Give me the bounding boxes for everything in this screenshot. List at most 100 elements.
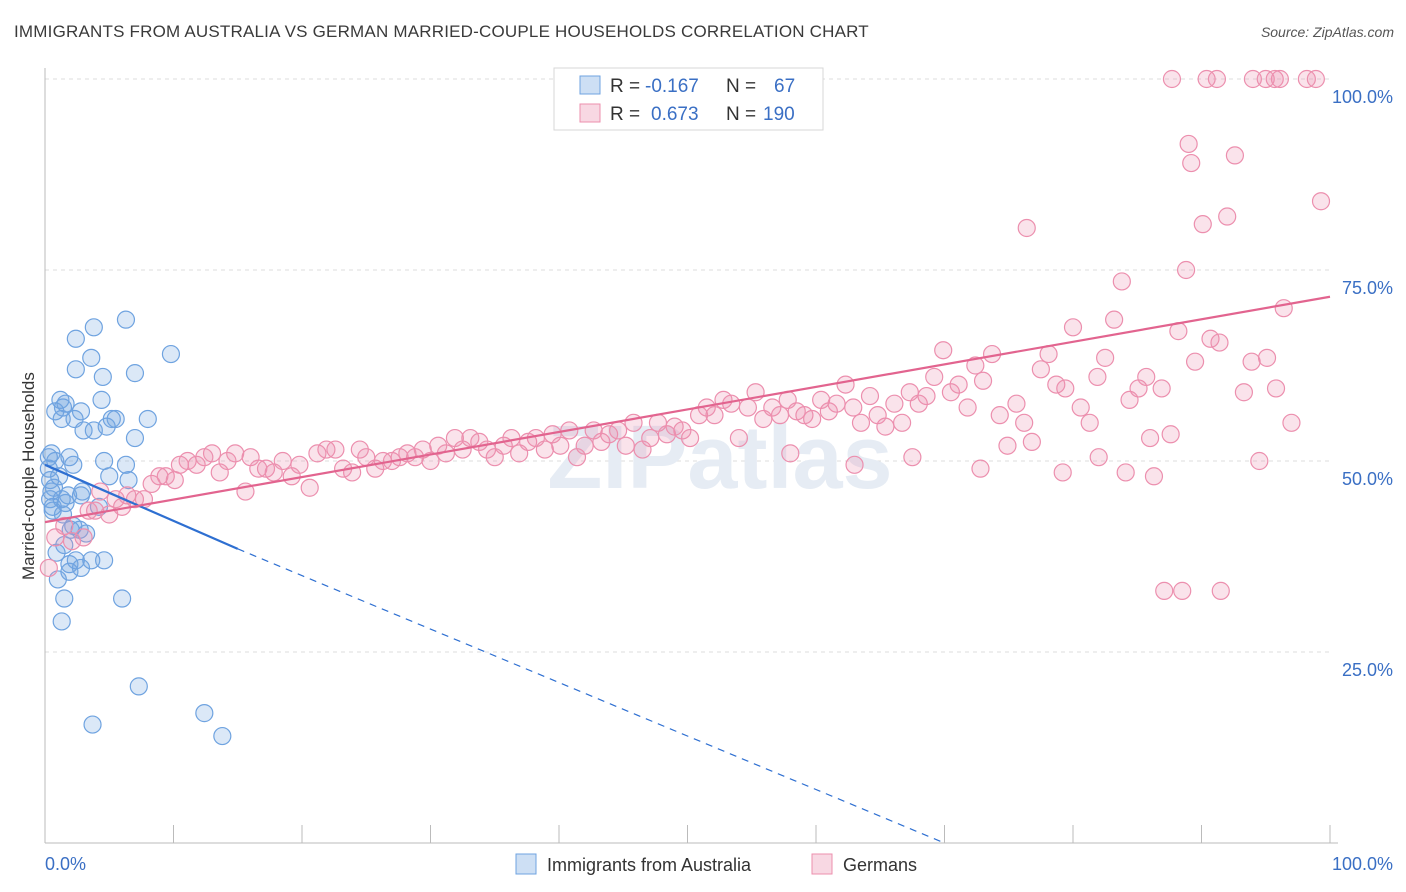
data-point-pink [1088,367,1107,387]
data-point-blue [73,482,92,501]
data-point-pink [421,451,440,471]
data-point-blue [106,409,125,429]
data-point-pink [226,444,245,463]
data-point-pink [925,367,944,387]
legend-r-label-1: R = [610,76,640,97]
data-point-pink [218,451,237,471]
data-point-pink [290,455,309,474]
data-point-pink [763,398,782,417]
data-point-pink [592,432,611,451]
x-tick-label: 0.0% [45,854,86,874]
data-point-pink [1162,69,1182,89]
data-point-pink [851,413,871,432]
data-point-blue [66,329,85,348]
data-point-pink [1265,69,1284,89]
data-point-pink [990,406,1009,425]
data-point-pink [308,444,327,463]
data-point-pink [917,386,936,406]
data-point-pink [673,421,692,440]
data-point-blue [42,444,61,463]
data-point-blue [125,364,145,383]
data-point-pink [1211,581,1230,600]
data-point-pink [609,421,628,440]
data-point-pink [1218,207,1237,226]
legend-n-label-1: N = [726,76,756,97]
data-point-pink [860,386,880,406]
data-point-blue [195,704,214,723]
data-point-pink [836,375,855,394]
data-point-pink [1173,581,1192,600]
data-point-pink [827,394,846,413]
data-point-pink [1056,379,1075,398]
trend-line-blue-extension [237,548,945,844]
data-point-pink [1311,192,1331,211]
data-point-pink [39,558,58,578]
data-point-pink [1047,375,1066,394]
data-point-pink [1071,398,1090,417]
data-point-pink [1053,463,1072,482]
data-point-pink [680,428,700,448]
data-point-pink [1242,352,1261,371]
data-point-blue [43,501,62,520]
data-point-pink [74,528,93,547]
data-point-pink [1161,425,1180,444]
bottom-legend-label-1: Immigrants from Australia [547,855,752,875]
data-point-pink [1182,153,1201,173]
legend-r-label-2: R = [610,104,640,125]
data-point-pink [903,448,922,467]
data-point-blue [71,558,91,578]
data-point-blue [213,726,232,746]
data-point-pink [551,436,570,455]
data-point-pink [1089,448,1108,467]
data-point-pink [1022,432,1041,451]
data-point-pink [1137,367,1156,387]
data-point-pink [1105,310,1124,329]
data-point-pink [885,394,904,413]
y-tick-label: 25.0% [1342,660,1393,680]
data-point-pink [1185,352,1205,371]
data-point-pink [998,436,1017,455]
data-point-pink [1140,428,1160,448]
data-point-pink [249,459,268,478]
data-point-pink [973,371,993,390]
source-label: Source: ZipAtlas.com [1260,24,1394,40]
data-point-blue [60,555,79,574]
data-point-blue [44,478,64,497]
data-point-pink [202,444,222,463]
data-point-pink [1306,69,1325,89]
data-point-pink [1250,451,1269,471]
data-point-blue [84,318,103,337]
data-point-pink [1234,383,1254,402]
data-point-blue [95,551,114,570]
data-point-blue [60,562,79,581]
data-point-pink [1207,69,1227,89]
data-point-blue [102,409,121,429]
data-point-pink [941,383,961,402]
legend-n-value-2: 190 [763,104,795,125]
data-point-pink [781,444,800,463]
chart-title: IMMIGRANTS FROM AUSTRALIA VS GERMAN MARR… [14,22,869,41]
data-point-pink [641,428,660,448]
data-point-pink [1270,69,1289,89]
data-point-pink [1144,467,1164,486]
data-point-blue [82,348,101,367]
data-point-pink [1017,218,1036,238]
data-point-pink [1201,329,1220,348]
data-point-pink [1282,413,1301,432]
data-point-pink [350,440,369,459]
data-point-pink [62,532,82,551]
trend-line-blue [44,463,239,550]
data-point-pink [502,428,521,448]
bottom-legend-swatch-blue [515,853,537,875]
data-point-pink [1197,69,1216,89]
data-point-blue [116,310,136,329]
data-point-pink [845,455,864,474]
data-point-pink [1179,134,1198,154]
data-point-pink [971,459,990,478]
data-point-pink [966,356,985,375]
data-point-pink [770,406,790,425]
data-point-pink [187,455,206,474]
data-point-pink [1152,379,1171,398]
data-point-pink [600,425,619,444]
data-point-pink [142,474,161,494]
